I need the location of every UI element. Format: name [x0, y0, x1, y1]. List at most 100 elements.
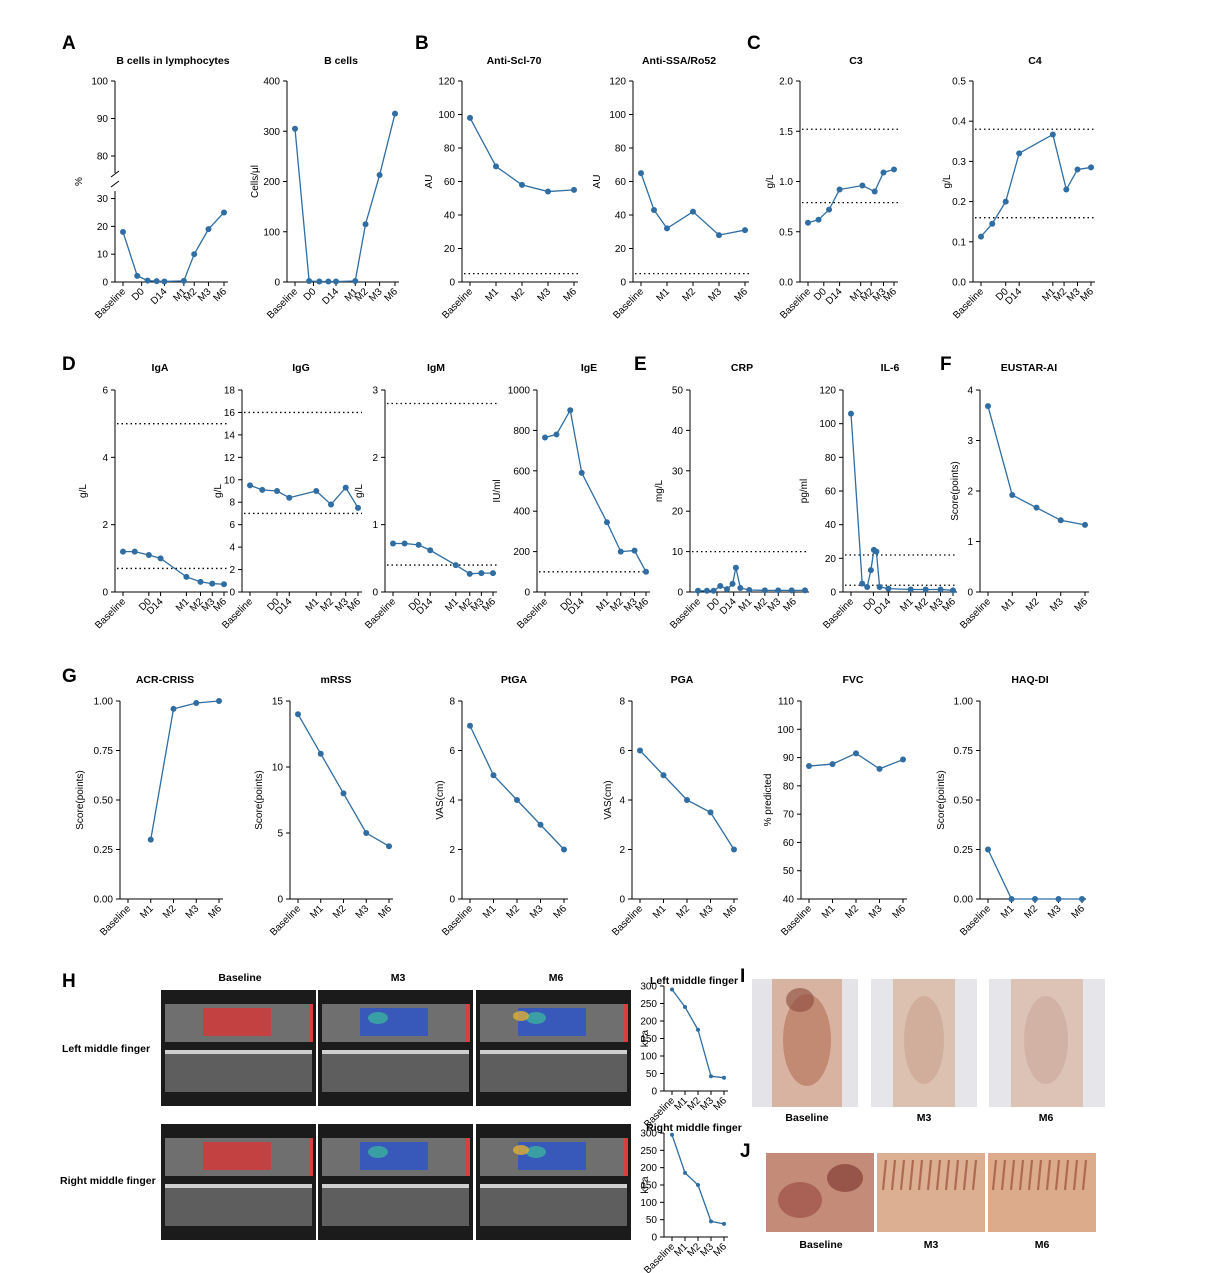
x-tick-label: D14: [320, 286, 341, 307]
y-tick-label: 150: [640, 1034, 657, 1045]
data-point: [722, 1075, 726, 1080]
data-point: [147, 836, 154, 843]
x-tick-label: M3: [1048, 596, 1066, 614]
x-tick-label: D14: [824, 286, 845, 307]
data-point: [660, 772, 667, 779]
chart-title: IgA: [152, 362, 169, 374]
y-tick-label: 250: [640, 999, 657, 1010]
y-tick-label: 60: [444, 177, 456, 188]
data-point: [710, 587, 717, 594]
ultrasound-lower-view: [480, 1186, 627, 1226]
series-line: [850, 413, 954, 591]
y-tick-label: 16: [224, 408, 236, 419]
chart-title: IgG: [292, 362, 310, 374]
data-point: [1057, 517, 1064, 524]
y-tick-label: 0.0: [952, 278, 966, 289]
data-point: [1008, 896, 1015, 902]
data-point: [376, 171, 383, 178]
ultrasound-image-grid: [161, 990, 631, 1240]
y-tick-label: 0.75: [954, 746, 974, 757]
data-point: [170, 705, 177, 712]
capillary-baseline-label: Baseline: [799, 1239, 842, 1251]
ultrasound-divider: [165, 1050, 312, 1054]
data-point: [761, 587, 768, 594]
y-tick-label: 4: [229, 543, 235, 554]
data-point: [1016, 150, 1023, 157]
y-tick-label: 6: [102, 386, 108, 397]
data-point: [806, 763, 812, 770]
capillary-loop: [908, 1159, 915, 1191]
data-point: [153, 278, 160, 285]
chart-title: Anti-Scl-70: [487, 55, 542, 67]
data-point: [1009, 492, 1016, 499]
y-tick-label: 0: [677, 588, 683, 599]
y-axis-label: g/L: [942, 174, 953, 188]
capillary-loop: [890, 1159, 897, 1191]
y-tick-label: 12: [224, 453, 236, 464]
chart-g1: 0.00 0.25 0.50 0.75 1.00 Baseline M1 M2 M3 M6 Scor…: [75, 674, 224, 938]
chart-title: IgE: [581, 362, 597, 374]
data-point: [985, 403, 991, 410]
data-point: [729, 580, 736, 587]
y-tick-label: 0: [524, 588, 530, 599]
y-tick-label: 20: [444, 244, 456, 255]
y-tick-label: 6: [229, 520, 235, 531]
series-line: [469, 117, 575, 193]
y-tick-label: 80: [825, 453, 837, 464]
y-tick-label: 0.25: [954, 845, 974, 856]
elastography-roi: [203, 1142, 271, 1170]
y-tick-label: 400: [263, 77, 280, 88]
y-axis-label: mg/L: [654, 479, 665, 502]
elastography-roi: [518, 1008, 586, 1036]
data-point: [1082, 521, 1088, 528]
x-tick-label: Baseline: [268, 903, 303, 938]
data-point: [853, 750, 859, 757]
data-point: [788, 587, 795, 594]
chart-title: PtGA: [501, 674, 528, 686]
capillary-loop: [1045, 1159, 1052, 1191]
capillary-loop: [971, 1159, 978, 1191]
y-tick-label: 40: [672, 426, 684, 437]
x-tick-label: Baseline: [610, 903, 645, 938]
data-point: [631, 547, 638, 554]
data-point: [848, 410, 854, 417]
chart-b2: 0 20 40 60 80 100 120 Baseline M1 M2 M3 M6 AU Anti-SS…: [592, 55, 750, 321]
data-point: [900, 756, 906, 763]
data-point: [731, 846, 737, 853]
data-point: [519, 181, 525, 188]
y-tick-label: 10: [97, 250, 109, 261]
axis-break-mark: [110, 180, 120, 188]
x-tick-label: M3: [766, 596, 784, 614]
series-line: [297, 713, 390, 847]
y-axis-label: Score(points): [936, 770, 947, 829]
y-tick-label: 0: [651, 1233, 657, 1244]
y-tick-label: 40: [783, 895, 795, 906]
color-scale-bar: [466, 1138, 470, 1176]
chart-g3: 0 2 4 6 8 Baseline M1 M2 M3 M6 VAS(cm) PtGA: [435, 674, 569, 938]
y-tick-label: 50: [646, 1215, 658, 1226]
data-point: [542, 434, 548, 441]
elastography-hotspot: [526, 1012, 546, 1024]
x-tick-label: Baseline: [779, 903, 814, 938]
ultrasound-image: [318, 1124, 473, 1240]
ultrasound-lower-view: [322, 1186, 469, 1226]
data-point: [553, 431, 560, 438]
data-point: [989, 220, 996, 227]
data-point: [805, 219, 811, 226]
data-point: [1033, 504, 1040, 511]
x-tick-label: M6: [481, 596, 499, 614]
data-point: [561, 846, 567, 853]
chart-h2: 050100150200250300BaselineM1M2M3M6kPaRig…: [640, 1122, 742, 1273]
capillary-loop: [1081, 1159, 1088, 1191]
capillary-loop: [899, 1159, 906, 1191]
panel-letter-b: B: [415, 33, 429, 54]
y-tick-label: 20: [97, 222, 109, 233]
x-tick-label: M1: [737, 596, 755, 614]
x-tick-label: Baseline: [821, 596, 856, 631]
x-tick-label: M6: [562, 286, 580, 304]
chart-title: B cells in lymphocytes: [116, 55, 229, 67]
x-tick-label: M1: [308, 903, 326, 921]
chart-title: IgM: [427, 362, 445, 374]
y-tick-label: 200: [640, 1017, 657, 1028]
